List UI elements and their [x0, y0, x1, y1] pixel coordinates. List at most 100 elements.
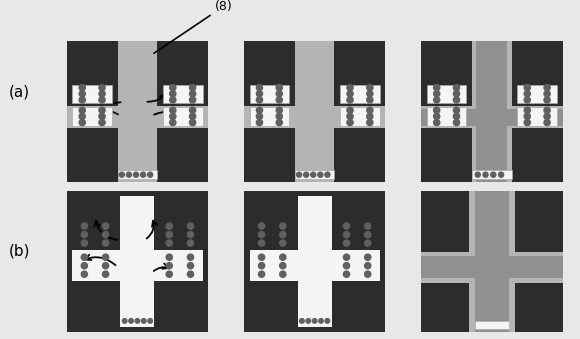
Circle shape [187, 223, 194, 229]
Circle shape [313, 319, 317, 323]
Circle shape [454, 107, 459, 113]
Text: (a): (a) [9, 84, 30, 99]
Bar [72, 250, 202, 281]
Circle shape [280, 240, 286, 246]
Bar [163, 107, 202, 125]
Circle shape [365, 263, 371, 269]
Circle shape [434, 84, 440, 91]
Circle shape [190, 107, 195, 113]
Circle shape [256, 97, 263, 103]
Circle shape [81, 232, 88, 238]
Bar [472, 170, 512, 179]
Circle shape [259, 254, 264, 260]
Circle shape [190, 113, 195, 120]
Circle shape [367, 91, 373, 97]
Bar [421, 106, 472, 128]
Circle shape [276, 113, 282, 120]
Circle shape [300, 319, 304, 323]
Circle shape [365, 271, 371, 277]
Circle shape [524, 113, 530, 120]
Circle shape [276, 91, 282, 97]
Circle shape [133, 172, 139, 177]
Circle shape [99, 119, 105, 126]
Circle shape [347, 91, 353, 97]
Circle shape [256, 84, 263, 91]
Circle shape [347, 84, 353, 91]
Circle shape [103, 254, 108, 260]
Circle shape [259, 232, 264, 238]
Bar [517, 84, 557, 103]
Circle shape [99, 84, 105, 91]
Circle shape [343, 223, 350, 229]
Circle shape [166, 254, 172, 260]
Circle shape [187, 254, 194, 260]
Circle shape [126, 172, 132, 177]
Circle shape [347, 107, 353, 113]
Circle shape [99, 97, 105, 103]
Circle shape [434, 107, 440, 113]
Circle shape [365, 240, 371, 246]
Bar [118, 106, 157, 128]
Circle shape [544, 113, 550, 120]
Circle shape [81, 254, 88, 260]
Circle shape [296, 172, 302, 177]
Circle shape [306, 319, 310, 323]
Bar [340, 107, 380, 125]
Bar [340, 84, 380, 103]
Circle shape [524, 97, 530, 103]
Bar [512, 106, 563, 128]
Bar [72, 107, 112, 125]
Circle shape [280, 254, 286, 260]
Bar [517, 107, 557, 125]
Circle shape [343, 232, 350, 238]
Circle shape [140, 172, 146, 177]
Circle shape [499, 172, 503, 177]
Circle shape [170, 107, 176, 113]
Circle shape [343, 271, 350, 277]
Circle shape [170, 91, 176, 97]
Circle shape [280, 223, 286, 229]
Circle shape [190, 91, 195, 97]
Circle shape [367, 107, 373, 113]
Circle shape [170, 97, 176, 103]
Text: (b): (b) [9, 243, 30, 258]
Circle shape [544, 119, 550, 126]
Bar [163, 84, 202, 103]
Bar [118, 170, 157, 179]
Circle shape [367, 119, 373, 126]
Circle shape [170, 119, 176, 126]
Circle shape [142, 319, 146, 323]
Bar [72, 84, 112, 103]
Circle shape [483, 172, 488, 177]
Circle shape [81, 271, 88, 277]
Circle shape [99, 107, 105, 113]
Bar [472, 41, 512, 106]
Circle shape [544, 97, 550, 103]
Circle shape [454, 113, 459, 120]
Bar [67, 106, 118, 128]
Circle shape [311, 172, 316, 177]
Circle shape [454, 97, 459, 103]
Circle shape [79, 97, 85, 103]
Circle shape [259, 240, 264, 246]
Circle shape [170, 113, 176, 120]
Bar [295, 41, 335, 106]
Circle shape [259, 263, 264, 269]
Circle shape [170, 84, 176, 91]
Bar [249, 84, 289, 103]
Circle shape [256, 113, 263, 120]
Bar [476, 108, 508, 125]
Circle shape [365, 254, 371, 260]
Circle shape [81, 223, 88, 229]
Bar [472, 106, 512, 128]
Circle shape [434, 119, 440, 126]
Circle shape [256, 91, 263, 97]
Circle shape [259, 271, 264, 277]
Circle shape [343, 254, 350, 260]
Circle shape [135, 319, 140, 323]
Circle shape [79, 107, 85, 113]
Circle shape [454, 91, 459, 97]
Circle shape [129, 319, 133, 323]
Circle shape [367, 84, 373, 91]
Bar [427, 84, 466, 103]
